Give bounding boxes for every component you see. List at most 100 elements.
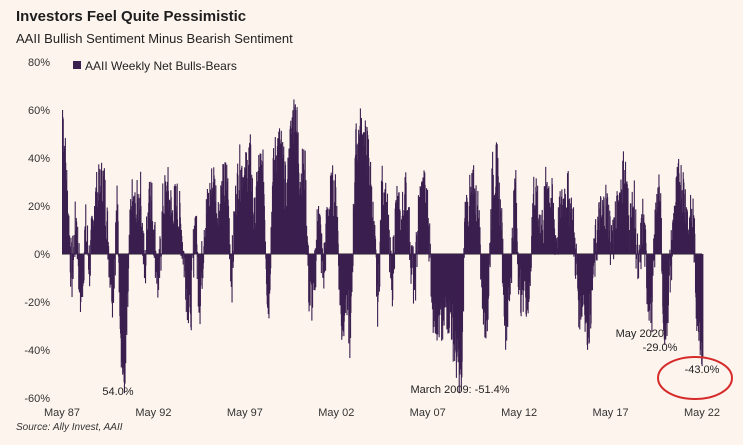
bar [690, 194, 692, 254]
bar [142, 254, 144, 265]
bar [268, 254, 270, 319]
bar [159, 238, 161, 254]
bar [628, 215, 630, 254]
bar [396, 196, 398, 254]
bar [321, 248, 323, 254]
bar [640, 222, 642, 254]
bar [385, 182, 387, 254]
bar [684, 189, 686, 254]
bar [635, 254, 637, 269]
bar [177, 229, 179, 254]
bar [78, 243, 80, 254]
bar [520, 254, 522, 317]
y-tick-label: 60% [28, 105, 50, 117]
bar [379, 254, 381, 287]
bar [598, 230, 601, 254]
bar [372, 201, 374, 254]
bar [144, 254, 147, 284]
bar [412, 246, 414, 254]
bar [502, 238, 504, 254]
bar [107, 254, 109, 260]
y-tick-label: 80% [28, 57, 50, 69]
bar [609, 216, 611, 254]
bar [407, 244, 409, 254]
bar [180, 254, 182, 257]
annotations: 54.0% March 2009: -51.4% May 2020: -29.0% -4… [102, 328, 733, 400]
bar [696, 254, 699, 326]
bar [321, 254, 323, 262]
bar [219, 203, 221, 254]
bar [192, 229, 194, 254]
bar [632, 207, 634, 254]
bar [152, 229, 154, 254]
bar [254, 197, 256, 254]
bar [216, 223, 218, 254]
bar [78, 254, 80, 290]
bar [67, 213, 69, 254]
bar [151, 182, 153, 254]
bar [638, 254, 640, 278]
y-tick-label: 0% [34, 249, 50, 261]
bar [636, 233, 639, 254]
bar [671, 240, 673, 254]
bar [573, 254, 575, 257]
bar [108, 254, 110, 267]
y-tick-label: 20% [28, 201, 50, 213]
bar [332, 165, 334, 254]
bar [104, 179, 106, 254]
bar [408, 207, 410, 254]
legend: AAII Weekly Net Bulls-Bears [73, 59, 237, 73]
bar [373, 221, 375, 254]
bar [83, 254, 85, 281]
bar [409, 242, 411, 254]
bar [195, 215, 198, 254]
bar [463, 254, 465, 258]
bar [71, 254, 73, 273]
bar [504, 254, 506, 322]
bar [89, 254, 91, 276]
bar [194, 216, 197, 254]
bar [203, 254, 205, 264]
bar [71, 254, 73, 298]
bar [264, 220, 266, 254]
bar [557, 248, 559, 254]
bar [669, 249, 671, 254]
bar [183, 254, 185, 278]
bar [196, 244, 198, 254]
bar [552, 202, 554, 254]
bar [608, 204, 610, 254]
bar [581, 254, 583, 317]
bar [639, 254, 641, 263]
bar [313, 254, 315, 273]
bar [159, 254, 161, 278]
bar [191, 254, 193, 271]
bar [160, 254, 162, 271]
bar [576, 254, 578, 275]
bar [588, 254, 590, 343]
annotation-2020-label: May 2020: [616, 328, 667, 340]
bar [660, 193, 662, 254]
bar [488, 254, 490, 265]
bar [464, 201, 466, 254]
bar [481, 254, 483, 288]
bar [74, 254, 76, 258]
bar [462, 254, 464, 305]
bar [668, 254, 671, 260]
bar [181, 236, 183, 254]
bar [388, 229, 390, 254]
bar [421, 181, 423, 254]
bar [375, 249, 377, 254]
bar [389, 254, 391, 273]
bar [517, 254, 519, 265]
bar [103, 168, 105, 254]
bar [612, 251, 614, 254]
bar [86, 225, 89, 254]
bar [569, 203, 571, 254]
bar [643, 222, 646, 254]
bar [653, 238, 655, 254]
x-tick-label: May 92 [135, 407, 171, 419]
bar [69, 246, 71, 254]
bar [556, 238, 558, 254]
bar [572, 207, 575, 254]
bar [516, 228, 518, 254]
